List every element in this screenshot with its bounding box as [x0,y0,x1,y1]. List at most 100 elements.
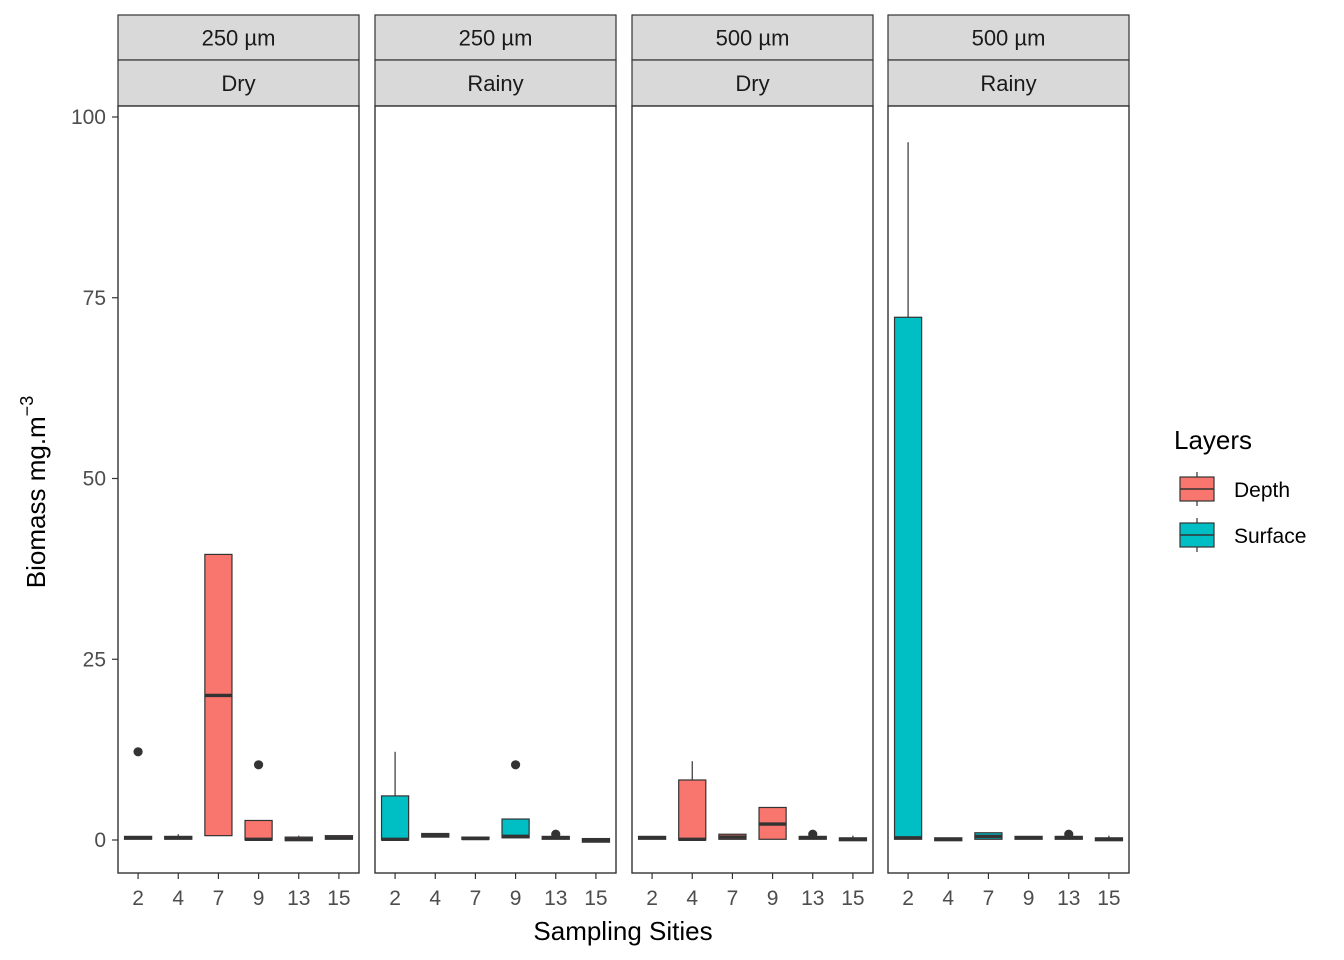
box [1014,835,1043,840]
x-tick-label: 15 [1097,887,1120,910]
legend-items: Depth Surface [1179,472,1306,552]
legend: Layers Depth Surface [1174,425,1306,552]
x-tick-label: 13 [801,887,824,910]
box [380,751,410,841]
box [678,761,707,841]
y-tick-label: 50 [83,468,106,491]
x-tick-label: 4 [429,887,441,910]
legend-label: Depth [1234,479,1290,502]
x-tick-label: 7 [470,887,482,910]
y-axis-title-main: Biomass mg.m [21,416,51,588]
x-tick-label: 9 [1023,887,1035,910]
y-tick-label: 0 [94,829,106,852]
x-tick-label: 7 [983,887,995,910]
x-tick-label: 13 [544,887,567,910]
legend-title: Layers [1174,425,1252,455]
box [718,833,747,840]
box-outlier [510,760,521,770]
x-tick-label: 2 [389,887,401,910]
facet-strip-top-label: 500 µm [716,26,790,51]
box [758,806,787,840]
facet-strip-bottom-label: Dry [221,71,255,96]
x-tick-label: 7 [213,887,225,910]
facet-strip-top [374,14,617,61]
y-tick-label: 75 [83,287,106,310]
box [284,835,313,842]
panel-border [374,105,617,874]
box-outlier [808,829,818,839]
facet-strip-bottom [887,59,1130,107]
box-outlier [1064,829,1074,839]
y-tick-label: 25 [83,648,106,671]
panel-border [887,105,1130,874]
box [1094,835,1124,842]
facet-strip-top [631,14,874,61]
box [324,835,354,840]
box-outlier [551,829,561,839]
box-body [244,819,273,841]
facet-strip-bottom [117,59,360,107]
facet-strip-bottom [374,59,617,107]
box [637,835,667,840]
y-tick-label: 100 [71,106,106,129]
box [461,836,490,841]
box-outlier [133,747,143,757]
x-tick-label: 13 [287,887,310,910]
box [581,837,611,843]
x-axis-title: Sampling Sities [533,916,712,946]
facet-strip-top-label: 250 µm [202,26,276,51]
facet-panel: 500 µm Rainy 2 4 7 9 13 15 [887,14,1130,910]
box [164,834,193,840]
facet-strip-top-label: 250 µm [459,26,533,51]
box-body [678,779,707,841]
facet-strip-bottom-label: Rainy [980,71,1036,96]
facet-panel: 500 µm Dry 2 4 7 9 13 15 [631,14,874,910]
x-tick-label: 9 [253,887,265,910]
facet-strip-top [117,14,360,61]
facet-strip-top-label: 500 µm [972,26,1046,51]
x-tick-label: 9 [510,887,522,910]
panel-border [117,105,360,874]
box [541,829,570,840]
legend-label: Surface [1234,525,1306,548]
box [421,832,450,838]
x-tick-label: 15 [327,887,350,910]
box [123,747,153,840]
box [244,760,273,841]
x-tick-label: 2 [902,887,914,910]
box [838,835,868,842]
x-tick-label: 2 [132,887,144,910]
box [204,553,233,837]
box-body [893,316,923,840]
x-tick-label: 9 [767,887,779,910]
legend-item: Depth [1179,472,1290,506]
panel-border [631,105,874,874]
box [974,832,1003,840]
x-tick-label: 7 [727,887,739,910]
box-body [380,795,410,841]
facet-strip-bottom-label: Rainy [467,71,523,96]
box [934,837,963,842]
box [798,829,827,840]
facet-panel: 250 µm Rainy 2 4 7 9 13 15 [374,14,617,910]
y-axis-title-superscript: −3 [17,396,37,417]
x-tick-label: 4 [942,887,954,910]
box [501,760,530,839]
facet-strip-bottom-label: Dry [735,71,769,96]
x-tick-label: 2 [646,887,658,910]
box-outlier [253,760,264,770]
box [893,142,923,840]
facet-panel: 250 µm Dry 2 4 7 9 13 15 [117,14,360,910]
y-axis: 0 25 50 75 100 [71,106,118,852]
x-tick-label: 4 [172,887,184,910]
x-tick-label: 4 [686,887,698,910]
x-tick-label: 13 [1057,887,1080,910]
x-tick-label: 15 [841,887,864,910]
legend-item: Surface [1179,518,1306,552]
y-axis-title: Biomass mg.m−3 [17,396,51,588]
box [1054,829,1083,840]
facet-strip-top [887,14,1130,61]
x-tick-label: 15 [584,887,607,910]
